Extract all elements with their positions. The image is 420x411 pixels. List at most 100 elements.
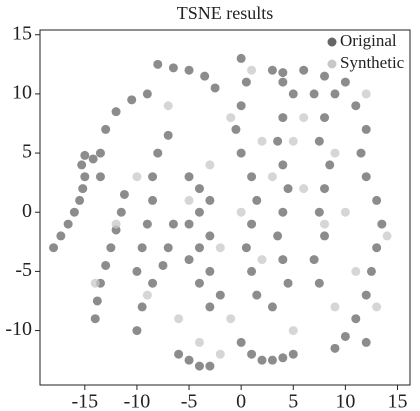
point [127,95,137,105]
point [267,355,277,365]
point [247,266,257,276]
point [320,71,330,81]
point [168,219,178,229]
point [309,89,319,99]
x-tick-label: -10 [124,391,151,411]
point [174,349,184,359]
point [231,124,241,134]
point [299,184,309,194]
point [340,331,350,341]
point [111,107,121,117]
legend-label: Synthetic [340,53,405,72]
point [184,355,194,365]
legend-label: Original [340,31,397,50]
point [90,278,100,288]
x-tick-label: -5 [181,391,198,411]
point [247,219,257,229]
point [184,172,194,182]
point [325,160,335,170]
point [361,124,371,134]
point [314,207,324,217]
point [205,231,215,241]
point [184,65,194,75]
point [267,65,277,75]
point [278,255,288,265]
point [330,148,340,158]
point [330,89,340,99]
point [372,243,382,253]
point [267,302,277,312]
point [194,243,204,253]
x-tick-label: 0 [236,391,246,411]
point [137,302,147,312]
point [257,255,267,265]
point [194,361,204,371]
point [366,266,376,276]
point [247,172,257,182]
point [351,266,361,276]
point [132,172,142,182]
point [330,302,340,312]
point [241,77,251,87]
point [153,148,163,158]
point [278,160,288,170]
point [116,207,126,217]
point [340,77,350,87]
point [351,314,361,324]
point [257,136,267,146]
y-tick-label: 0 [22,200,32,222]
point [257,355,267,365]
point [299,65,309,75]
point [356,148,366,158]
point [194,278,204,288]
point [95,172,105,182]
point [75,195,85,205]
point [184,195,194,205]
point [205,302,215,312]
plot-frame [39,29,411,386]
point [205,160,215,170]
point [95,148,105,158]
point [88,154,98,164]
point [205,195,215,205]
point [168,63,178,73]
point [80,172,90,182]
point [340,207,350,217]
point [361,172,371,182]
point [267,172,277,182]
point [111,219,121,229]
x-tick-label: 15 [387,391,407,411]
point [361,89,371,99]
point [80,150,90,160]
point [142,290,152,300]
point [205,266,215,276]
point [148,195,158,205]
x-tick-label: 10 [335,391,355,411]
point [320,113,330,123]
point [77,160,87,170]
point [137,243,147,253]
point [309,255,319,265]
point [69,207,79,217]
point [377,219,387,229]
point [241,243,251,253]
point [320,219,330,229]
point [226,113,236,123]
point [278,77,288,87]
point [372,195,382,205]
point [252,290,262,300]
point [119,189,129,199]
y-tick-label: -5 [15,259,32,281]
point [351,101,361,111]
point [361,337,371,347]
point [184,219,194,229]
point [236,101,246,111]
point [142,219,152,229]
point [236,207,246,217]
x-tick-label: 5 [288,391,298,411]
point [278,68,288,78]
point [142,89,152,99]
point [288,136,298,146]
point [163,101,173,111]
